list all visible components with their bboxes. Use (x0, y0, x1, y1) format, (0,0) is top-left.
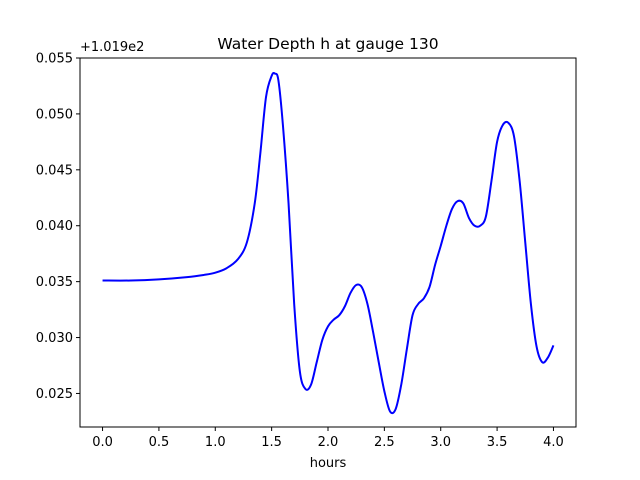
x-tick-label: 3.0 (430, 435, 451, 450)
x-tick-label: 1.5 (261, 435, 282, 450)
x-axis-ticks: 0.0 0.5 1.0 1.5 2.0 2.5 3.0 3.5 4.0 (92, 427, 564, 450)
x-tick-label: 0.5 (149, 435, 170, 450)
y-tick-label: 0.035 (36, 275, 73, 290)
y-axis-ticks: 0.025 0.030 0.035 0.040 0.045 0.050 0.055 (36, 52, 80, 402)
y-tick-label: 0.030 (36, 331, 73, 346)
series-line (102, 72, 555, 415)
x-axis-label: hours (310, 456, 347, 471)
y-offset-label: +1.019e2 (80, 40, 144, 55)
x-tick-label: 2.5 (374, 435, 395, 450)
x-tick-label: 1.0 (205, 435, 226, 450)
y-tick-label: 0.045 (36, 163, 73, 178)
x-tick-label: 4.0 (543, 435, 564, 450)
y-tick-label: 0.025 (36, 387, 73, 402)
x-tick-label: 0.0 (92, 435, 113, 450)
y-tick-label: 0.040 (36, 219, 73, 234)
x-tick-label: 3.5 (487, 435, 508, 450)
series-layer (102, 72, 555, 415)
y-tick-label: 0.050 (36, 107, 73, 122)
chart-title: Water Depth h at gauge 130 (217, 35, 438, 53)
x-tick-label: 2.0 (318, 435, 339, 450)
y-tick-label: 0.055 (36, 52, 73, 67)
